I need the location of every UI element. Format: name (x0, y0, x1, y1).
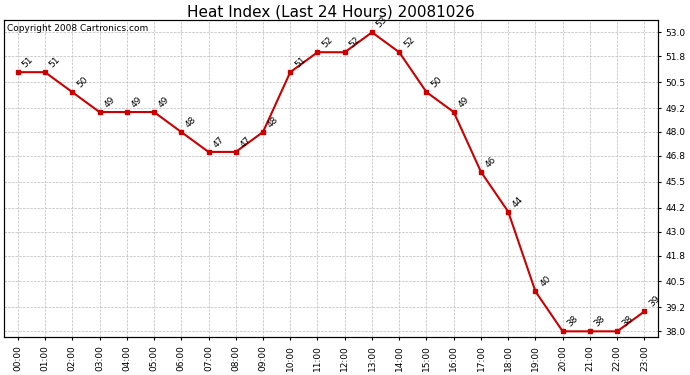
Text: 52: 52 (348, 35, 362, 50)
Text: 49: 49 (157, 95, 171, 109)
Text: 48: 48 (266, 115, 280, 129)
Text: 46: 46 (484, 154, 498, 169)
Text: Copyright 2008 Cartronics.com: Copyright 2008 Cartronics.com (8, 24, 148, 33)
Text: 38: 38 (620, 314, 635, 328)
Text: 38: 38 (593, 314, 607, 328)
Text: 48: 48 (184, 115, 199, 129)
Text: 38: 38 (566, 314, 580, 328)
Text: 53: 53 (375, 15, 389, 30)
Text: 51: 51 (48, 55, 62, 69)
Text: 39: 39 (647, 294, 662, 309)
Text: 51: 51 (293, 55, 308, 69)
Text: 52: 52 (402, 35, 417, 50)
Text: 49: 49 (102, 95, 117, 109)
Text: 49: 49 (130, 95, 144, 109)
Text: 50: 50 (429, 75, 444, 89)
Title: Heat Index (Last 24 Hours) 20081026: Heat Index (Last 24 Hours) 20081026 (187, 4, 475, 19)
Text: 50: 50 (75, 75, 90, 89)
Text: 52: 52 (320, 35, 335, 50)
Text: 51: 51 (21, 55, 35, 69)
Text: 47: 47 (239, 135, 253, 149)
Text: 44: 44 (511, 195, 525, 209)
Text: 47: 47 (211, 135, 226, 149)
Text: 40: 40 (538, 274, 553, 289)
Text: 49: 49 (457, 95, 471, 109)
